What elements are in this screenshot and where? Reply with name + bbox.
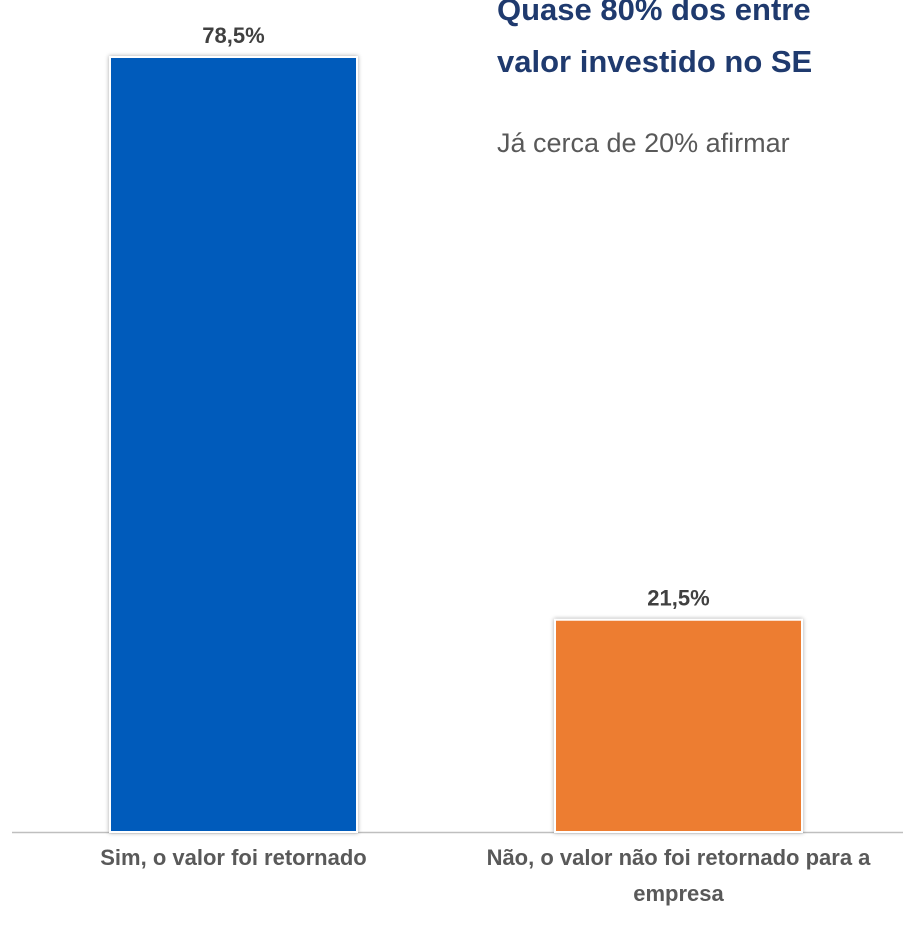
bar (109, 56, 358, 833)
chart-title: valor investido no SE (497, 44, 813, 79)
chart-title: Quase 80% dos entre (497, 0, 811, 27)
data-label: 21,5% (647, 586, 709, 611)
x-tick-label: Não, o valor não foi retornado para a em… (486, 845, 871, 906)
bar (554, 618, 803, 833)
x-tick-label: Sim, o valor foi retornado (100, 845, 367, 870)
chart-subtitle: Já cerca de 20% afirmar (497, 128, 790, 158)
data-label: 78,5% (202, 23, 264, 48)
